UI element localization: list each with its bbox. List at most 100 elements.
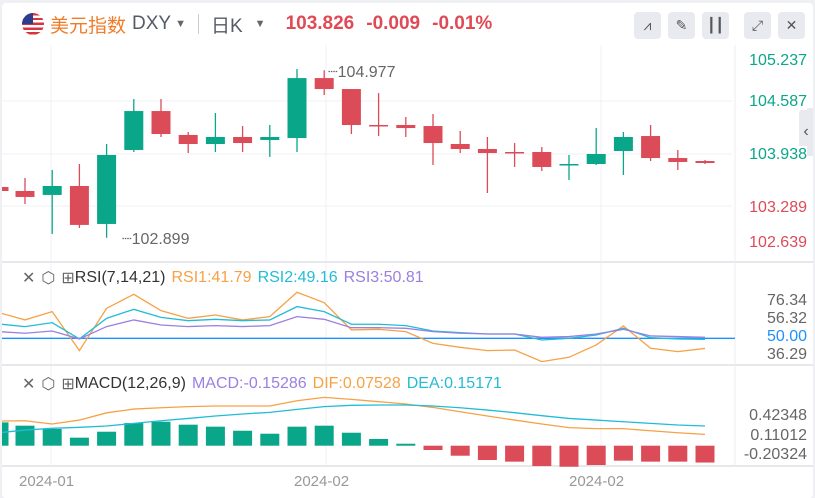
price-axis-label: 103.289 (749, 199, 807, 216)
macd-title: MACD(12,26,9) (74, 375, 186, 392)
last-price: 103.826 (285, 13, 355, 34)
date-label: 2024-02 (294, 473, 350, 490)
candle-body (260, 136, 280, 140)
rsi2-value: RSI2:49.16 (257, 269, 338, 286)
draw-button[interactable]: ✎ (668, 12, 695, 39)
rsi-axis-label: 50.00 (766, 328, 807, 345)
candle-body (423, 126, 443, 144)
high-value: 104.977 (337, 64, 396, 81)
settings-icon[interactable]: ⬡ (41, 376, 56, 393)
dea-line (2, 404, 706, 434)
macd-bar (124, 423, 144, 446)
macd-legend: ✕ ⬡ ⊞ MACD(12,26,9) MACD:-0.15286 DIF:0.… (22, 374, 502, 394)
remove-indicator-icon[interactable]: ✕ (22, 376, 36, 393)
price-change: -0.009 (366, 13, 421, 34)
macd-bar (15, 425, 35, 446)
indicator-button[interactable]: ⩘ (634, 12, 661, 39)
dif-line (2, 396, 706, 436)
macd-bar (341, 432, 361, 446)
rsi1-value: RSI1:41.79 (171, 269, 252, 286)
header: 美元指数 DXY ▼ 日K ▼ 103.826 -0.009 -0.01% (2, 3, 813, 45)
candle-body (151, 111, 171, 135)
macd-bar (369, 438, 389, 446)
candle-body (15, 190, 35, 197)
expand-icon: ⤢ (751, 17, 764, 33)
macd-bar (423, 445, 443, 450)
us-flag-icon (22, 13, 44, 35)
close-button[interactable]: ✕ (778, 12, 805, 39)
rsi-axis-label: 36.29 (766, 346, 807, 363)
macd-bar (314, 425, 334, 446)
macd-bar (559, 445, 579, 467)
candle-body (97, 154, 117, 224)
candle-body (287, 78, 307, 139)
settings-icon[interactable]: ⬡ (41, 270, 56, 287)
macd-bar (613, 445, 633, 461)
candle-body (69, 185, 89, 225)
expand-button[interactable]: ⤢ (744, 12, 771, 39)
rsi3-line (2, 315, 706, 340)
candle-body (205, 136, 225, 145)
rsi2-line (2, 305, 706, 341)
macd-axis-label: 0.11012 (750, 427, 807, 444)
macd-bar (151, 421, 171, 446)
macd-bar (396, 443, 416, 446)
macd-bar (205, 426, 225, 446)
macd-bar (505, 445, 525, 462)
price-axis-label: 105.237 (749, 52, 807, 69)
candle-body (314, 78, 334, 90)
macd-axis-label: 0.42348 (749, 407, 807, 424)
macd-bar (668, 445, 688, 462)
candle-type-icon: ┃┃ (707, 17, 724, 33)
candle-body (559, 163, 579, 166)
date-label: 2024-01 (19, 473, 75, 490)
macd-bar (233, 430, 253, 446)
rsi1-line (2, 291, 706, 363)
collapse-panel-button[interactable]: ‹ (799, 108, 813, 156)
macd-value: MACD:-0.15286 (191, 375, 307, 392)
date-label: 2024-02 (569, 473, 625, 490)
candle-body (396, 124, 416, 129)
chart-canvas (2, 45, 813, 467)
macd-bar (260, 433, 280, 446)
close-icon: ✕ (785, 17, 798, 33)
macd-bar (450, 445, 470, 456)
plus-box-icon[interactable]: ⊞ (61, 376, 75, 393)
timeframe-selector[interactable]: 日K (210, 15, 243, 37)
macd-bar (695, 445, 715, 463)
macd-bar (287, 426, 307, 446)
low-price-label: ┈102.899 (122, 231, 190, 248)
dea-value: DEA:0.15171 (406, 375, 502, 392)
chevron-down-icon[interactable]: ▼ (175, 18, 186, 30)
candle-body (233, 136, 253, 144)
macd-axis-label: -0.20324 (743, 446, 807, 463)
plus-box-icon[interactable]: ⊞ (61, 270, 75, 287)
indicator-icon: ⩘ (643, 17, 652, 33)
candle-body (450, 144, 470, 150)
macd-bar (97, 431, 117, 446)
macd-bar (178, 424, 198, 446)
macd-bar (477, 445, 497, 460)
price-axis-label: 102.639 (749, 234, 807, 251)
chevron-left-icon: ‹ (803, 123, 809, 140)
candle-body (641, 136, 661, 159)
candle-type-button[interactable]: ┃┃ (702, 12, 729, 39)
macd-bar (586, 445, 606, 466)
candle-body (178, 134, 198, 145)
low-value: 102.899 (131, 231, 190, 248)
instrument-name: 美元指数 (50, 15, 127, 37)
divider (197, 14, 199, 34)
candle-body (695, 161, 715, 164)
symbol-selector[interactable]: DXY (132, 13, 172, 34)
remove-indicator-icon[interactable]: ✕ (22, 270, 36, 287)
candle-body (505, 151, 525, 154)
candle-body (586, 154, 606, 164)
rsi3-value: RSI3:50.81 (343, 269, 424, 286)
macd-bar (69, 437, 89, 446)
chevron-down-icon[interactable]: ▼ (254, 18, 266, 30)
dif-value: DIF:0.07528 (312, 375, 401, 392)
macd-bar (2, 422, 9, 446)
price-change-pct: -0.01% (432, 13, 493, 34)
macd-bar (42, 428, 62, 446)
candle-body (613, 136, 633, 152)
